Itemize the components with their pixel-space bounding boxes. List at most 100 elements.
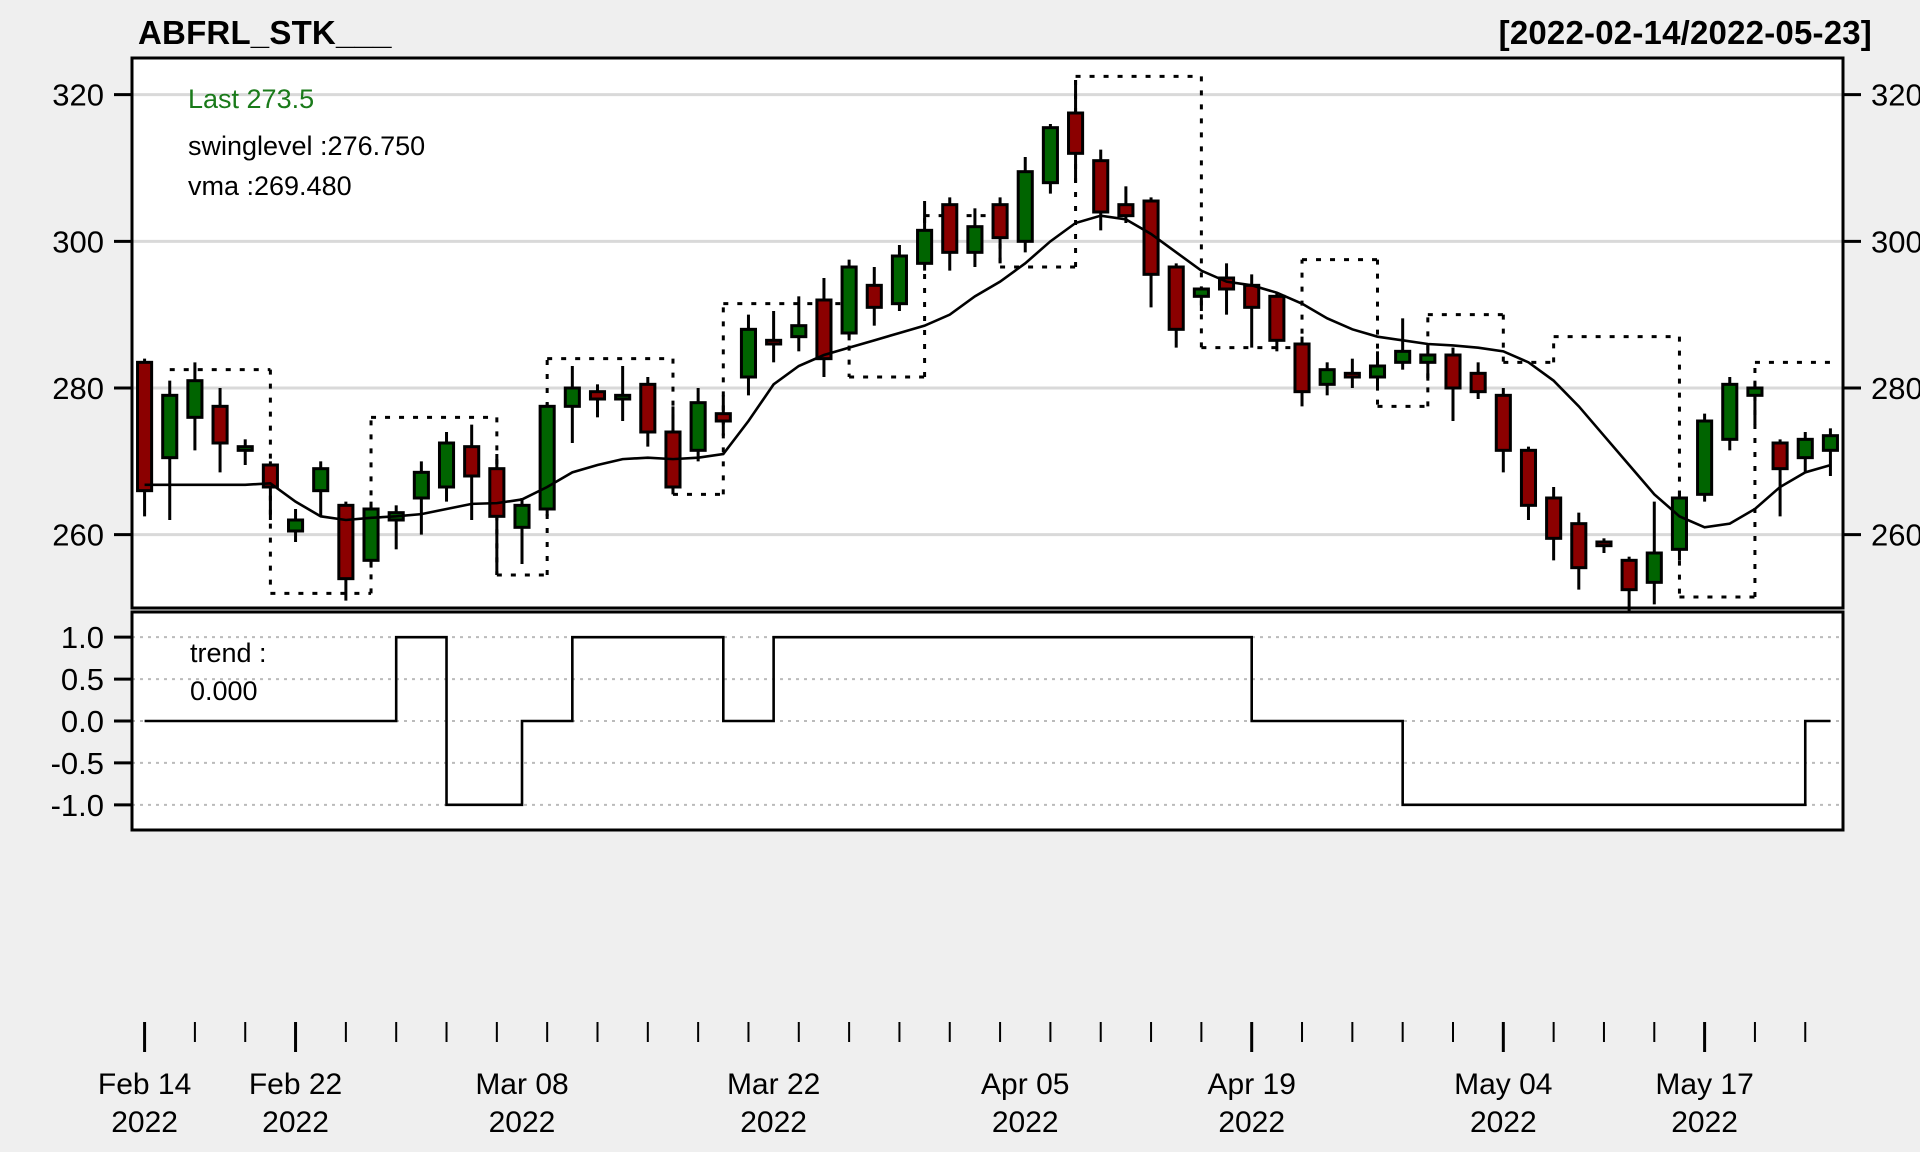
- candlestick[interactable]: [815, 278, 833, 377]
- candlestick[interactable]: [1067, 80, 1085, 183]
- svg-text:260: 260: [52, 518, 104, 553]
- candlestick[interactable]: [916, 201, 934, 271]
- candlestick[interactable]: [538, 402, 556, 517]
- legend-swinglevel: swinglevel :276.750: [188, 131, 425, 161]
- candlestick[interactable]: [1419, 344, 1437, 381]
- candlestick[interactable]: [287, 509, 305, 542]
- legend-trend: trend :: [190, 638, 267, 668]
- price-panel-border: [130, 56, 1845, 610]
- x-axis-labels: Feb 14 2022 Feb 22 2022 Mar 08 2022 Mar 22 2022…: [98, 1068, 1754, 1139]
- svg-text:2022: 2022: [1470, 1106, 1537, 1139]
- svg-text:2022: 2022: [992, 1106, 1059, 1139]
- candlestick[interactable]: [991, 197, 1009, 264]
- candlestick[interactable]: [312, 461, 330, 517]
- candlestick[interactable]: [1368, 351, 1387, 388]
- candlestick[interactable]: [1570, 512, 1588, 590]
- candlestick[interactable]: [966, 208, 984, 267]
- svg-text:2022: 2022: [740, 1106, 807, 1139]
- candlestick[interactable]: [1343, 358, 1361, 388]
- candlestick[interactable]: [1016, 157, 1034, 253]
- candlestick[interactable]: [588, 384, 607, 418]
- svg-text:0.0: 0.0: [61, 704, 104, 739]
- candlestick[interactable]: [186, 362, 204, 451]
- candlestick[interactable]: [261, 461, 279, 520]
- candlestick[interactable]: [1771, 439, 1789, 517]
- candlestick[interactable]: [1746, 380, 1764, 425]
- candlestick[interactable]: [765, 311, 783, 363]
- candlestick[interactable]: [1167, 263, 1185, 348]
- candlestick[interactable]: [412, 461, 430, 535]
- candlestick[interactable]: [1318, 362, 1336, 396]
- candlestick[interactable]: [563, 366, 581, 443]
- chart-title: ABFRL_STK___: [138, 14, 392, 51]
- candlestick[interactable]: [236, 439, 254, 465]
- candlestick[interactable]: [790, 296, 808, 352]
- legend-last: Last 273.5: [188, 84, 314, 114]
- svg-text:2022: 2022: [111, 1106, 178, 1139]
- candlestick[interactable]: [136, 358, 154, 517]
- candlestick[interactable]: [890, 245, 908, 311]
- svg-text:0.5: 0.5: [61, 662, 104, 697]
- candlestick[interactable]: [1142, 197, 1160, 308]
- candlestick[interactable]: [1796, 432, 1814, 473]
- svg-text:Apr 05: Apr 05: [981, 1068, 1069, 1101]
- candlestick[interactable]: [840, 259, 858, 341]
- candlestick[interactable]: [1117, 186, 1135, 223]
- candlestick[interactable]: [1268, 292, 1286, 352]
- candlestick[interactable]: [1293, 336, 1311, 407]
- candlestick[interactable]: [1645, 501, 1663, 605]
- candlestick[interactable]: [689, 388, 707, 462]
- svg-text:320: 320: [52, 78, 104, 113]
- svg-text:Feb 14: Feb 14: [98, 1068, 191, 1101]
- candlestick[interactable]: [211, 388, 229, 473]
- candlestick[interactable]: [1696, 413, 1714, 502]
- candlestick[interactable]: [1192, 287, 1210, 311]
- candlestick[interactable]: [614, 366, 632, 421]
- candlestick[interactable]: [1595, 538, 1613, 553]
- svg-text:Mar 08: Mar 08: [475, 1068, 568, 1101]
- date-range-label: [2022-02-14/2022-05-23]: [1498, 14, 1872, 51]
- svg-text:300: 300: [1871, 224, 1920, 259]
- vma-line: [144, 214, 1831, 529]
- trend-step-line: [144, 635, 1831, 807]
- candlestick[interactable]: [437, 432, 456, 502]
- candlestick[interactable]: [1041, 124, 1059, 194]
- svg-text:-0.5: -0.5: [51, 746, 104, 781]
- candlestick[interactable]: [714, 395, 732, 436]
- legend-trend-value: 0.000: [190, 676, 258, 706]
- candlestick[interactable]: [1444, 347, 1462, 421]
- candlestick[interactable]: [1545, 487, 1563, 561]
- svg-text:-1.0: -1.0: [51, 788, 104, 823]
- svg-text:May 17: May 17: [1655, 1068, 1753, 1101]
- svg-text:2022: 2022: [1671, 1106, 1738, 1139]
- candlestick[interactable]: [513, 498, 531, 564]
- svg-text:May 04: May 04: [1454, 1068, 1552, 1101]
- candlestick[interactable]: [362, 501, 380, 568]
- candlestick[interactable]: [1469, 362, 1487, 399]
- candlestick[interactable]: [1821, 428, 1839, 476]
- candlestick[interactable]: [1494, 388, 1512, 473]
- svg-text:300: 300: [52, 224, 104, 259]
- candlestick[interactable]: [1519, 446, 1538, 520]
- svg-text:Mar 22: Mar 22: [727, 1068, 820, 1101]
- svg-text:280: 280: [52, 371, 104, 406]
- candlestick[interactable]: [161, 380, 179, 520]
- candlestick[interactable]: [1620, 556, 1638, 612]
- candlestick[interactable]: [1670, 490, 1688, 561]
- svg-text:260: 260: [1871, 518, 1920, 553]
- candlestick[interactable]: [865, 267, 883, 326]
- svg-text:Feb 22: Feb 22: [249, 1068, 342, 1101]
- svg-text:2022: 2022: [262, 1106, 329, 1139]
- candlestick[interactable]: [941, 197, 959, 271]
- candlestick[interactable]: [337, 501, 355, 601]
- candlestick[interactable]: [1394, 318, 1412, 370]
- svg-text:1.0: 1.0: [61, 620, 104, 655]
- candlestick[interactable]: [639, 377, 657, 447]
- x-axis-ticks: [143, 1022, 1807, 1052]
- legend-vma: vma :269.480: [188, 171, 352, 201]
- candlestick[interactable]: [739, 314, 758, 396]
- price-axis-right: 260 280 300 320: [1843, 78, 1920, 553]
- svg-text:2022: 2022: [1218, 1106, 1285, 1139]
- candlestick[interactable]: [1721, 377, 1739, 451]
